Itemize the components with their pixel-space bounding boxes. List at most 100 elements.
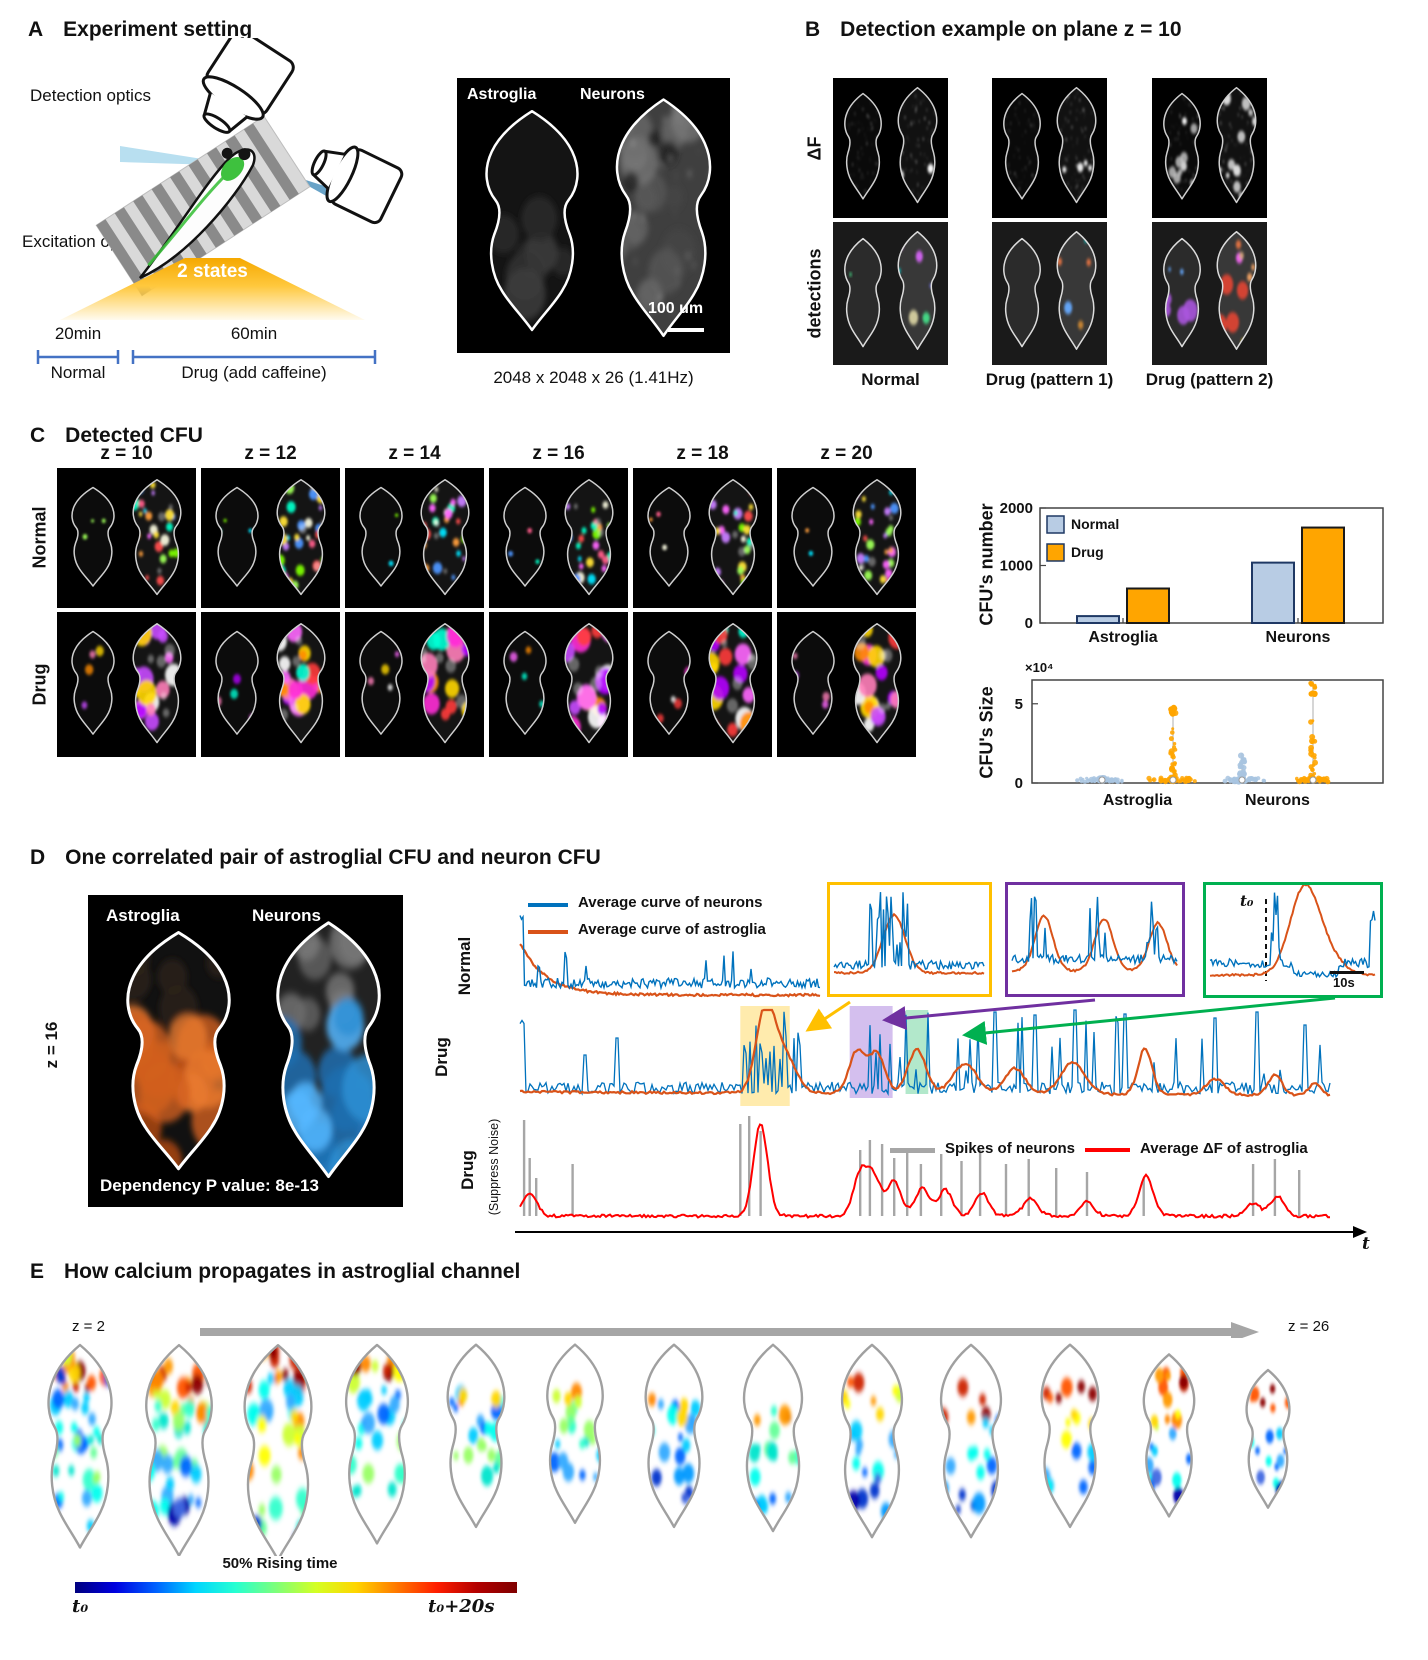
inset-yellow-trace-icon [833,892,985,976]
b-col-label-drug1: Drug (pattern 1) [985,370,1114,389]
panel-c-header: C Detected CFU [30,424,203,448]
propagation-brain-icon [1218,1338,1318,1556]
correlated-pair-brain-icon [88,895,403,1207]
trace-row-normal-label: Normal [455,936,474,996]
legend-neurons-line-icon [528,903,568,907]
inset-purple-trace-icon [1011,896,1178,973]
propagation-image [1119,1338,1219,1556]
d-astroglia-label: Astroglia [106,906,180,925]
svg-text:Neurons: Neurons [1266,629,1331,646]
cfu-number-bar-chart: 0 1000 2000 Astroglia Neurons Normal Drug [965,470,1428,655]
fish-body-icon [139,148,256,280]
cfu-brain-icon [57,612,196,757]
fish-eye-icon [221,147,233,159]
row-label-deltaf: ΔF [804,136,825,161]
panel-d-title: One correlated pair of astroglial CFU an… [65,846,601,869]
propagation-brain-icon [822,1338,922,1556]
svg-text:2000: 2000 [1000,500,1033,517]
cfu-image-drug [201,612,340,757]
panel-e-letter: E [30,1260,45,1283]
panel-e-header: E How calcium propagates in astroglial ch… [30,1260,520,1284]
z-end-label: z = 26 [1288,1318,1330,1335]
trace-row-drug2-label: Drug [458,1150,477,1190]
strip-chart-ylabel: CFU's Size [976,686,997,779]
colorbar-title: 50% Rising time [222,1555,338,1572]
svg-text:Astroglia: Astroglia [1103,792,1172,809]
colorbar-right-label: t₀+20s [428,1596,495,1617]
cfu-brain-icon [201,612,340,757]
propagation-image [822,1338,922,1556]
propagation-image [228,1338,328,1556]
drug-trace-icon [519,1006,1331,1106]
panel-c-title: Detected CFU [65,424,203,447]
z-label-14: z = 14 [388,443,441,464]
timeline-normal-segment-icon [36,350,120,364]
cfu-brain-icon [633,612,772,757]
fish-head-icon [220,156,245,181]
detections-brain-icon [833,222,948,365]
detections-image [992,222,1107,365]
trace-row-suppress-label: (Suppress Noise) [487,1118,501,1216]
c-row-label-normal: Normal [29,506,50,569]
volume-caption: 2048 x 2048 x 26 (1.41Hz) [493,368,694,387]
drug-duration-label: 60min [230,324,278,343]
suppressed-traces-plot [515,1108,1370,1243]
cfu-brain-icon [57,468,196,608]
cfu-image-drug [633,612,772,757]
row-label-detections: detections [804,248,825,339]
two-states-label: 2 states [177,261,248,282]
b-col-label-drug2: Drug (pattern 2) [1145,370,1274,389]
legend-neurons-label: Average curve of neurons [578,894,763,911]
cfu-brain-icon [345,612,484,757]
z-label-12: z = 12 [244,443,297,464]
drug-state-label: Drug (add caffeine) [181,363,327,382]
cfu-brain-icon [489,468,628,608]
deltaf-brain-icon [833,78,948,218]
panel-d-header: D One correlated pair of astroglial CFU a… [30,846,601,870]
cfu-image-normal [777,468,916,608]
propagation-brain-icon [921,1338,1021,1556]
detection-objective-icon [201,38,295,134]
svg-text:Neurons: Neurons [1245,792,1310,809]
c-row-label-drug: Drug [29,663,50,706]
trace-row-drug-label: Drug [432,1037,451,1077]
panel-a-title: Experiment setting [63,18,253,41]
z-direction-arrow-icon [195,1320,1275,1344]
legend-avgdf-line-icon [1085,1148,1130,1152]
panel-b-letter: B [805,18,821,41]
svg-text:0: 0 [1015,775,1023,792]
deltaf-image [992,78,1107,218]
panel-b-header: B Detection example on plane z = 10 [805,18,1182,42]
panel-b-title: Detection example on plane z = 10 [840,18,1182,41]
bar-chart-ylabel: CFU's number [976,503,997,626]
correlated-pair-image [88,895,403,1207]
propagation-image [327,1338,427,1556]
propagation-brain-icon [228,1338,328,1556]
propagation-brain-icon [723,1338,823,1556]
cfu-size-strip-chart: ×10⁴ 0 5 Astroglia Neurons [965,648,1428,813]
bar-chart-icon: 0 1000 2000 Astroglia Neurons Normal Drug [1000,500,1384,646]
inset-green-trace-icon [1209,885,1376,981]
panel-e-title: How calcium propagates in astroglial cha… [64,1260,521,1283]
d-neurons-label: Neurons [252,906,321,925]
strip-chart-icon: ×10⁴ 0 5 Astroglia Neurons [1015,660,1384,809]
deltaf-brain-icon [1152,78,1267,218]
panel-a-header: A Experiment setting [28,18,252,42]
panel-d-letter: D [30,846,46,869]
propagation-image [525,1338,625,1556]
cfu-image-normal [633,468,772,608]
timeline-drug-segment-icon [131,350,377,364]
propagation-brain-icon [426,1338,526,1556]
propagation-image [129,1338,229,1556]
normal-trace-icon [519,914,821,998]
inset-yellow [827,882,992,997]
z-label-18: z = 18 [676,443,729,464]
svg-text:×10⁴: ×10⁴ [1025,660,1053,675]
propagation-image [624,1338,724,1556]
cfu-brain-icon [777,468,916,608]
propagation-image [1020,1338,1120,1556]
suppressed-trace-icon [515,1116,1367,1238]
cfu-brain-icon [345,468,484,608]
z-label-20: z = 20 [820,443,873,464]
